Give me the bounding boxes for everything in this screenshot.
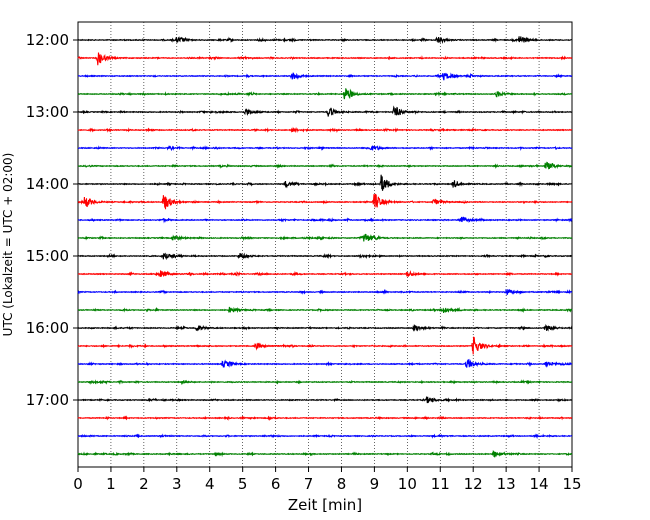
- trace-1500: [77, 252, 573, 261]
- x-tick-label: 5: [238, 475, 248, 493]
- x-tick-label: 12: [464, 475, 483, 493]
- trace-1245: [77, 88, 573, 100]
- x-tick-label: 1: [106, 475, 116, 493]
- y-axis-ticks: 12:00 13:00 14:00 15:00 16:00 17:00: [26, 31, 78, 409]
- trace-1715: [77, 415, 573, 422]
- y-tick-label: 16:00: [26, 319, 69, 337]
- x-tick-label: 15: [562, 475, 581, 493]
- y-tick-label: 13:00: [26, 103, 69, 121]
- y-tick-label: 15:00: [26, 247, 69, 265]
- trace-1530: [77, 288, 573, 296]
- trace-1200: [77, 36, 573, 45]
- trace-1415: [77, 193, 573, 210]
- x-tick-label: 0: [73, 475, 83, 493]
- trace-1430: [77, 216, 573, 224]
- trace-1330: [77, 145, 573, 152]
- x-tick-label: 6: [271, 475, 281, 493]
- x-axis-ticks: 0 1 2 3 4 5 6 7 8 9 10 11 12 13 14 15: [73, 467, 582, 493]
- trace-1445: [77, 233, 573, 242]
- trace-1400: [77, 174, 573, 191]
- x-tick-label: 14: [530, 475, 549, 493]
- x-tick-label: 2: [139, 475, 149, 493]
- x-axis-label: Zeit [min]: [288, 496, 362, 514]
- x-tick-label: 3: [172, 475, 182, 493]
- trace-1515: [77, 270, 573, 278]
- x-tick-label: 13: [497, 475, 516, 493]
- trace-1315: [77, 126, 573, 134]
- x-tick-label: 4: [205, 475, 215, 493]
- x-tick-label: 8: [337, 475, 347, 493]
- y-tick-label: 17:00: [26, 391, 69, 409]
- trace-1645: [77, 379, 573, 386]
- trace-1700: [77, 395, 573, 404]
- trace-1615: [77, 336, 573, 355]
- x-gridlines: [110, 22, 540, 467]
- trace-1230: [77, 72, 573, 81]
- seismogram-traces: [77, 36, 573, 458]
- trace-1215: [77, 52, 573, 66]
- x-tick-label: 11: [431, 475, 450, 493]
- trace-1745: [77, 449, 573, 458]
- trace-1345: [77, 161, 573, 170]
- y-tick-label: 12:00: [26, 31, 69, 49]
- y-tick-label: 14:00: [26, 175, 69, 193]
- trace-1630: [77, 358, 573, 368]
- y-axis-label: UTC (Lokalzeit = UTC + 02:00): [1, 153, 15, 337]
- x-tick-label: 9: [370, 475, 380, 493]
- trace-1600: [77, 323, 573, 332]
- trace-1300: [77, 105, 573, 117]
- trace-1730: [77, 433, 573, 440]
- plot-frame: [77, 21, 573, 468]
- trace-1545: [77, 306, 573, 314]
- x-tick-label: 10: [398, 475, 417, 493]
- x-tick-label: 7: [304, 475, 314, 493]
